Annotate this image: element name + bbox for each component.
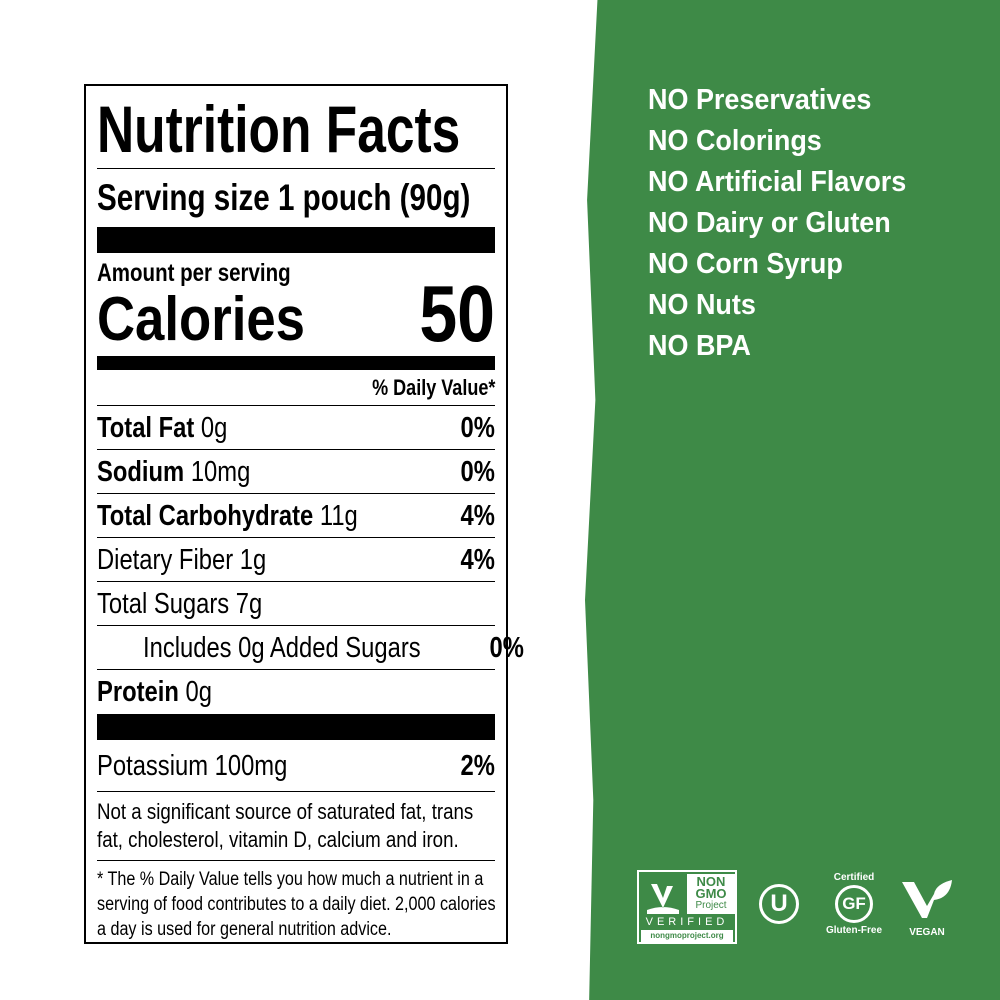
divider <box>97 356 495 370</box>
nutrient-name: Total Sugars 7g <box>97 588 263 620</box>
divider <box>97 227 495 253</box>
nutrient-name: Potassium 100mg <box>97 750 288 782</box>
nutrient-dv: 0% <box>460 412 495 444</box>
divider <box>97 714 495 740</box>
nutrient-name: Dietary Fiber 1g <box>97 544 267 576</box>
nutrient-dv: 4% <box>460 544 495 576</box>
label-title: Nutrition Facts <box>97 92 461 166</box>
nutrient-name: Sodium 10mg <box>97 456 251 488</box>
green-panel <box>585 0 1000 1000</box>
serving-size: Serving size 1 pouch (90g) <box>97 177 471 218</box>
nutrient-row: Potassium 100mg 2% <box>97 740 495 792</box>
gf-icon: GF <box>835 885 873 923</box>
claims-list: NO Preservatives NO Colorings NO Artificia… <box>648 80 926 367</box>
claim-item: NO Nuts <box>648 289 756 321</box>
nutrient-dv: 2% <box>460 750 495 782</box>
nutrient-name: Protein 0g <box>97 676 212 708</box>
claim-item: NO Dairy or Gluten <box>648 207 891 239</box>
nutrient-dv: 0% <box>489 632 524 664</box>
nutrient-row: Protein 0g <box>97 670 495 714</box>
nutrient-row: Sodium 10mg 0% <box>97 450 495 494</box>
amount-per-serving: Amount per serving <box>97 259 291 287</box>
nutrient-row: Total Fat 0g 0% <box>97 406 495 450</box>
non-gmo-badge: NON GMO Project VERIFIED nongmoproject.org <box>637 870 737 944</box>
claim-item: NO BPA <box>648 330 751 362</box>
calories-label: Calories <box>97 285 305 354</box>
certification-badges: NON GMO Project VERIFIED nongmoproject.org… <box>637 870 957 945</box>
gluten-free-badge: Certified GF Gluten-Free <box>825 872 883 936</box>
vegan-leaf-icon <box>902 880 952 918</box>
vegan-badge: VEGAN <box>899 878 955 938</box>
nutrient-dv: 0% <box>460 456 495 488</box>
kosher-u-icon: U <box>759 884 799 924</box>
nutrient-row: Includes 0g Added Sugars 0% <box>97 626 524 670</box>
nutrition-facts-label: Nutrition Facts Serving size 1 pouch (90… <box>84 84 524 944</box>
claim-item: NO Preservatives <box>648 84 872 116</box>
claim-item: NO Artificial Flavors <box>648 166 907 198</box>
nutrient-name: Total Carbohydrate 11g <box>97 500 358 532</box>
nutrient-row: Dietary Fiber 1g 4% <box>97 538 495 582</box>
claim-item: NO Colorings <box>648 125 822 157</box>
footnote: Not a significant source of saturated fa… <box>97 799 474 852</box>
calories-value: 50 <box>419 269 495 358</box>
daily-value-header: % Daily Value* <box>97 370 495 406</box>
nutrient-name: Total Fat 0g <box>97 412 228 444</box>
nutrient-row: Total Sugars 7g <box>97 582 495 626</box>
nutrient-dv: 4% <box>460 500 495 532</box>
nutrient-name: Includes 0g Added Sugars <box>143 632 421 664</box>
nutrient-row: Total Carbohydrate 11g 4% <box>97 494 495 538</box>
claim-item: NO Corn Syrup <box>648 248 843 280</box>
daily-value-note: * The % Daily Value tells you how much a… <box>97 869 496 940</box>
butterfly-icon <box>647 884 679 914</box>
